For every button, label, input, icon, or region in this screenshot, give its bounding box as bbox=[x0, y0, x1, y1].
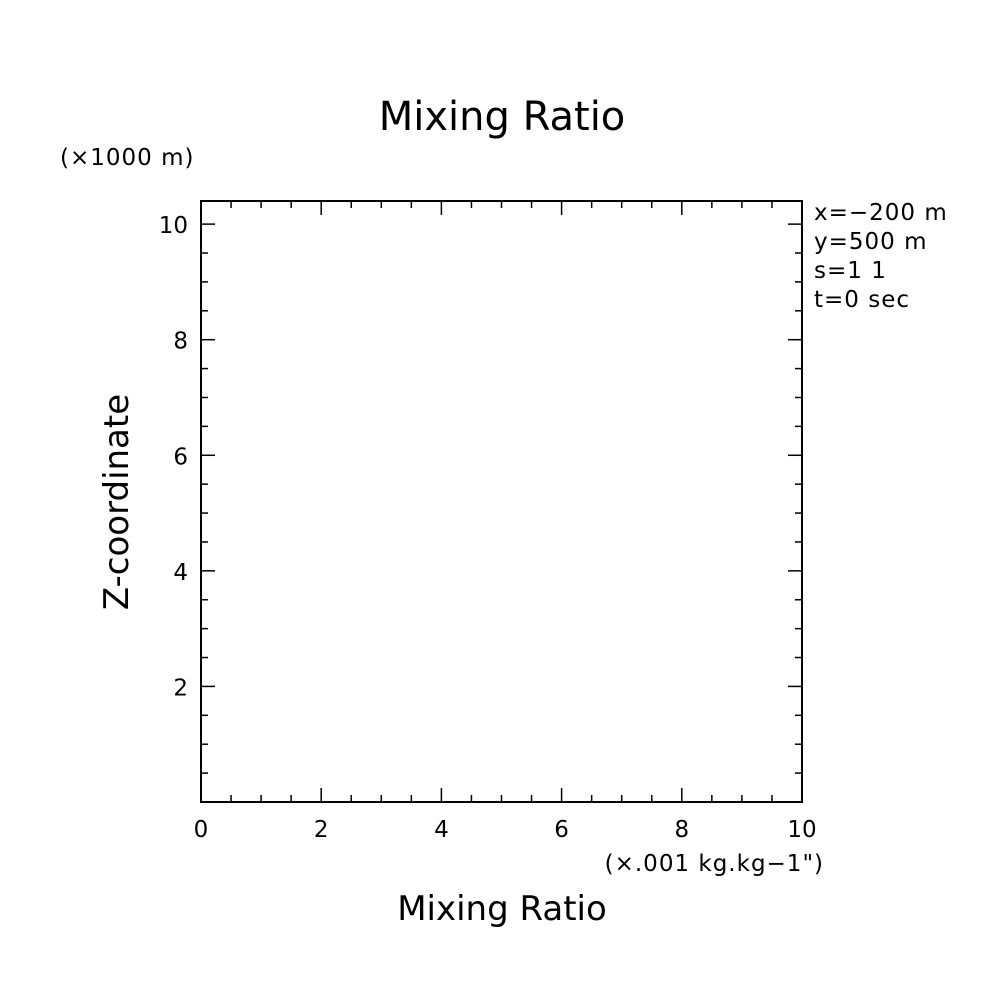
x-axis-unit: (×.001 kg.kg−1") bbox=[605, 851, 824, 877]
info-x-position: x=−200 m bbox=[814, 200, 948, 226]
info-s-value: s=1 1 bbox=[814, 258, 887, 284]
y-tick-label: 4 bbox=[173, 560, 188, 586]
info-time: t=0 sec bbox=[814, 287, 910, 313]
y-axis-label: Z-coordinate bbox=[97, 394, 137, 610]
plot-frame bbox=[200, 200, 803, 803]
x-tick-label: 4 bbox=[434, 817, 449, 843]
chart-title: Mixing Ratio bbox=[379, 94, 626, 140]
y-tick-label: 6 bbox=[173, 444, 188, 470]
y-tick-labels: 2 4 6 8 10 bbox=[159, 213, 188, 701]
x-tick-label: 0 bbox=[194, 817, 209, 843]
y-tick-label: 8 bbox=[173, 329, 188, 355]
x-tick-label: 2 bbox=[314, 817, 329, 843]
y-tick-label: 10 bbox=[159, 213, 188, 239]
info-y-position: y=500 m bbox=[814, 229, 928, 255]
x-tick-label: 8 bbox=[674, 817, 689, 843]
y-tick-label: 2 bbox=[173, 675, 188, 701]
info-block: x=−200 m y=500 m s=1 1 t=0 sec bbox=[814, 200, 948, 313]
x-tick-labels: 0 2 4 6 8 10 bbox=[194, 817, 817, 843]
axis-ticks bbox=[200, 201, 803, 802]
x-tick-label: 6 bbox=[554, 817, 569, 843]
x-axis-label: Mixing Ratio bbox=[397, 889, 607, 929]
y-axis-unit: (×1000 m) bbox=[60, 145, 194, 171]
x-tick-label: 10 bbox=[787, 817, 816, 843]
